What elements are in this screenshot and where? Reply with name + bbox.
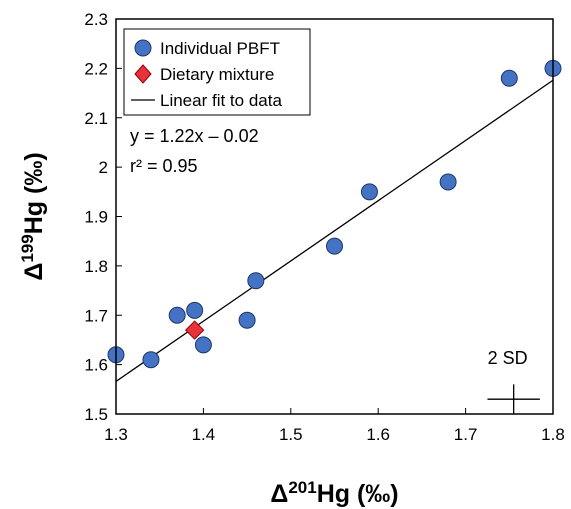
data-point-individual-pbft — [500, 69, 518, 87]
x-tick-label: 1.3 — [104, 425, 128, 444]
x-tick-label: 1.6 — [366, 425, 390, 444]
fit-equation: y = 1.22x – 0.02 — [130, 126, 259, 146]
data-point-individual-pbft — [326, 237, 343, 255]
data-point-individual-pbft — [142, 351, 160, 369]
tick-labels: 1.3 1.4 1.5 1.6 1.7 1.8 1.5 1.6 1.7 1.8 1.9 2 2.1 2.2… — [84, 10, 564, 444]
x-tick-label: 1.4 — [192, 425, 216, 444]
y-tick-label: 1.6 — [84, 356, 108, 375]
x-tick-label: 1.8 — [541, 425, 565, 444]
x-tick-label: 1.5 — [279, 425, 303, 444]
y-tick-label: 1.8 — [84, 257, 108, 276]
x-axis-label: Δ201Hg (‰) — [270, 478, 398, 509]
data-point-individual-pbft — [194, 336, 212, 354]
x-axis-label-sup: 201 — [288, 478, 316, 497]
y-tick-label: 2 — [99, 158, 108, 177]
error-cross — [487, 384, 540, 414]
legend-box — [123, 28, 311, 116]
data-points — [107, 59, 562, 369]
x-axis-label-rest: Hg (‰) — [317, 480, 399, 508]
data-point-dietary-mixture — [184, 320, 205, 340]
data-point-individual-pbft — [247, 272, 265, 290]
x-tick-label: 1.7 — [454, 425, 478, 444]
y-tick-label: 1.7 — [84, 306, 108, 325]
error-label: 2 SD — [488, 348, 528, 368]
legend-label-dietary-mixture: Dietary mixture — [160, 65, 274, 84]
y-tick-label: 1.9 — [84, 208, 108, 227]
legend-label-linear-fit: Linear fit to data — [160, 91, 282, 110]
data-point-individual-pbft — [360, 183, 378, 201]
legend: Individual PBFT Dietary mixture Linear f… — [123, 28, 311, 116]
plot-area — [115, 18, 554, 415]
x-axis-label-base: Δ — [270, 480, 288, 508]
data-point-individual-pbft — [186, 301, 204, 319]
y-tick-label: 2.1 — [84, 109, 108, 128]
data-point-individual-pbft — [238, 311, 256, 329]
y-tick-label: 1.5 — [84, 405, 108, 424]
y-axis-label-sup: 199 — [18, 234, 37, 262]
legend-marker-individual-pbft — [134, 39, 152, 57]
data-point-individual-pbft — [439, 173, 457, 191]
legend-marker-dietary-mixture — [134, 64, 152, 84]
y-tick-label: 2.2 — [84, 59, 108, 78]
legend-label-individual-pbft: Individual PBFT — [160, 39, 280, 58]
r-squared: r² = 0.95 — [130, 156, 198, 176]
data-point-individual-pbft — [168, 306, 186, 324]
y-axis-label-rest: Hg (‰) — [20, 152, 48, 234]
y-axis-label: Δ199Hg (‰) — [18, 152, 49, 280]
y-axis-label-base: Δ — [20, 263, 48, 281]
y-tick-label: 2.3 — [84, 10, 108, 29]
